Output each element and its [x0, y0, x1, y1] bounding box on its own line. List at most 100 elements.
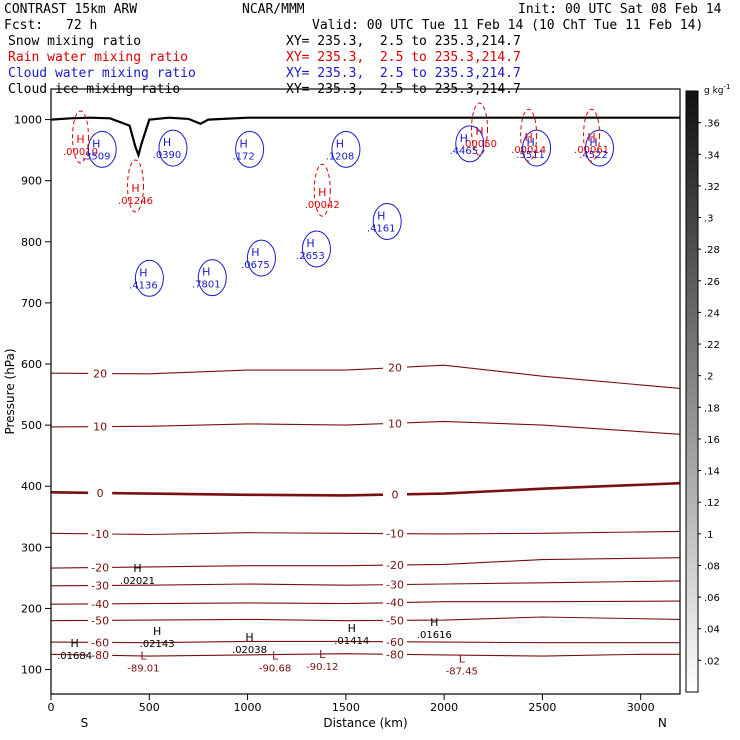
colorbar-tick-label: .02	[704, 656, 720, 667]
cloud-water-contour	[87, 130, 117, 168]
rain-contour	[520, 108, 538, 162]
y-tick-label: 1000	[14, 114, 42, 127]
contour-label-bg	[88, 649, 113, 662]
contour-label: -40	[91, 598, 109, 611]
snow-max-value: .02143	[140, 639, 175, 650]
contour-label: 0	[97, 487, 104, 500]
cloud-water-contour	[246, 239, 276, 277]
cloud-water-contour	[134, 259, 164, 297]
contour-label-bg	[382, 596, 407, 609]
rain-max-value: .00042	[305, 200, 340, 211]
contour-label-bg	[382, 527, 407, 540]
cloud-water-contour	[455, 125, 485, 163]
field-name-cloud-water: Cloud water mixing ratio	[8, 66, 196, 81]
rain-contour	[71, 110, 89, 164]
rain-max-value: .00010	[63, 147, 98, 158]
contour-label-bg	[88, 579, 113, 592]
x-axis-title: Distance (km)	[323, 716, 407, 730]
center-title: NCAR/MMM	[242, 2, 305, 17]
cloud-water-max-marker: H	[239, 137, 247, 150]
cloud-water-max-value: .4161	[367, 223, 396, 234]
contour-label: 20	[388, 362, 402, 375]
cloud-water-max-marker: H	[336, 137, 344, 150]
colorbar-tick-label: .14	[704, 467, 720, 478]
contour-label-bg	[382, 635, 407, 648]
cloud-water-max-marker: H	[377, 209, 385, 222]
contour-label-bg	[88, 367, 113, 380]
colorbar-tick-label: .34	[704, 150, 720, 161]
rain-max-value: .00014	[511, 145, 546, 156]
temp-min-value: -87.45	[446, 667, 478, 678]
colorbar	[685, 90, 699, 693]
colorbar-tick-label: .2	[704, 372, 714, 383]
cloud-water-max-value: .0390	[153, 150, 182, 161]
rain-contour	[313, 163, 331, 217]
x-tick-label: 500	[139, 701, 160, 714]
cloud-water-max-value: .4136	[129, 280, 158, 291]
rain-contour	[471, 102, 489, 156]
y-tick-label: 500	[21, 419, 42, 432]
cloud-water-max-value: .4522	[579, 150, 608, 161]
temperature-contour	[51, 420, 680, 435]
rain-max-marker: H	[318, 186, 326, 199]
cloud-water-max-value: .1208	[326, 151, 355, 162]
cloud-water-max-marker: H	[589, 136, 597, 149]
forecast-hours: 72 h	[66, 18, 98, 33]
cloud-water-max-value: .2653	[296, 251, 325, 262]
south-label: S	[81, 716, 89, 730]
contour-label-bg	[88, 597, 113, 610]
cloud-water-max-marker: H	[251, 246, 259, 259]
contour-label-bg	[382, 417, 407, 430]
temperature-contour	[51, 580, 680, 587]
snow-max-marker: H	[245, 631, 253, 644]
temperature-contour	[51, 481, 680, 497]
rain-max-value: .01246	[118, 196, 153, 207]
contour-label: -80	[91, 649, 109, 662]
y-tick-label: 400	[21, 480, 42, 493]
snow-max-value: .02038	[232, 645, 267, 656]
field-xy-snow: XY= 235.3, 2.5 to 235.3,214.7	[286, 34, 521, 49]
temp-min-marker: L	[319, 648, 326, 661]
cloud-water-max-marker: H	[202, 266, 210, 279]
cloud-water-max-marker: H	[92, 137, 100, 150]
cloud-water-max-marker: H	[163, 136, 171, 149]
contour-label-bg	[88, 486, 113, 499]
x-tick-label: 0	[48, 701, 55, 714]
contour-label: 10	[388, 417, 402, 430]
colorbar-tick-label: .26	[704, 277, 720, 288]
contour-label: -40	[386, 597, 404, 610]
snow-max-value: .02021	[120, 576, 155, 587]
contour-label: 0	[391, 488, 398, 501]
temperature-contour	[51, 616, 680, 622]
cloud-water-max-marker: H	[139, 266, 147, 279]
snow-max-value: .01616	[417, 630, 452, 641]
contour-label: -30	[386, 579, 404, 592]
field-xy-rain: XY= 235.3, 2.5 to 235.3,214.7	[286, 50, 521, 65]
cloud-water-contour	[372, 202, 402, 240]
field-xy-cloud-water: XY= 235.3, 2.5 to 235.3,214.7	[286, 66, 521, 81]
cloud-water-max-marker: H	[306, 237, 314, 250]
temp-min-marker: L	[272, 649, 279, 662]
colorbar-tick-label: .24	[704, 308, 720, 319]
contour-label: 20	[93, 367, 107, 380]
temperature-contour	[51, 600, 680, 605]
cloud-water-contour	[235, 130, 265, 168]
temp-min-value: -90.12	[306, 662, 338, 673]
temp-min-marker: L	[140, 649, 147, 662]
colorbar-tick-label: .18	[704, 403, 720, 414]
rain-max-value: .00050	[462, 139, 497, 150]
colorbar-tick-label: .22	[704, 340, 720, 351]
snow-max-marker: H	[133, 562, 141, 575]
field-name-rain: Rain water mixing ratio	[8, 50, 189, 65]
cloud-water-max-value: .0675	[241, 260, 270, 271]
temp-min-value: -89.01	[127, 663, 159, 674]
contour-label: -20	[91, 562, 109, 575]
rain-max-marker: H	[587, 131, 595, 144]
cloud-water-contour	[301, 230, 331, 268]
cloud-water-max-value: .4465	[449, 146, 478, 157]
cloud-water-max-value: .7801	[192, 280, 221, 291]
rain-contour	[127, 159, 145, 213]
colorbar-tick-label: .06	[704, 593, 720, 604]
field-name-snow: Snow mixing ratio	[8, 34, 142, 49]
